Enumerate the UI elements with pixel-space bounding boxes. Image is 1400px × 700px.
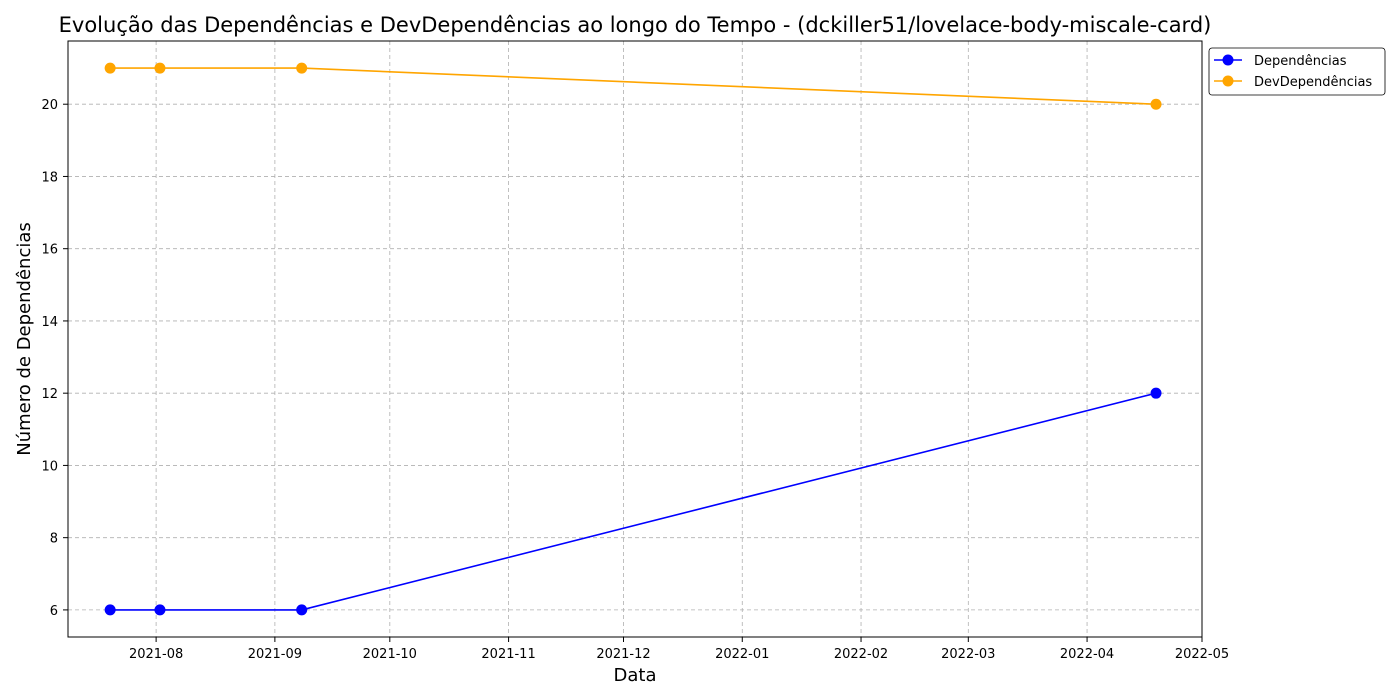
y-axis-label: Número de Dependências: [14, 222, 35, 456]
x-tick-label: 2022-05: [1175, 647, 1229, 662]
x-tick-label: 2021-08: [129, 647, 183, 662]
data-point: [296, 62, 308, 74]
legend: Dependências DevDependências: [1208, 47, 1386, 96]
legend-item: DevDependências: [1214, 75, 1372, 90]
y-tick-label: 16: [41, 243, 58, 258]
chart-title: Evolução das Dependências e DevDependênc…: [59, 13, 1212, 37]
y-tick-label: 12: [41, 387, 58, 402]
data-point: [154, 604, 166, 616]
data-point: [1150, 98, 1162, 110]
legend-label: Dependências: [1254, 54, 1347, 69]
x-tick-label: 2022-04: [1060, 647, 1114, 662]
x-tick-label: 2022-03: [941, 647, 995, 662]
x-tick-label: 2021-11: [481, 647, 535, 662]
data-point: [104, 604, 116, 616]
data-point: [296, 604, 308, 616]
data-point: [104, 62, 116, 74]
x-tick-label: 2022-01: [715, 647, 769, 662]
series-line: [110, 392, 1157, 611]
plot-area-frame: [67, 40, 1203, 638]
y-tick-label: 20: [41, 98, 58, 113]
x-axis-label: Data: [614, 665, 657, 686]
legend-swatch-marker: [1222, 54, 1234, 66]
data-point: [1150, 387, 1162, 399]
series-line: [110, 67, 1157, 106]
legend-frame: [1208, 47, 1386, 96]
x-tick-label: 2021-12: [596, 647, 650, 662]
y-axis: 6 8 10 12 14 16 18 20: [41, 98, 68, 619]
series-group: [104, 62, 1162, 616]
x-axis: 2021-08 2021-09 2021-10 2021-11 2021-12 2022-…: [129, 637, 1229, 662]
y-tick-label: 6: [50, 604, 58, 619]
legend-item: Dependências: [1214, 54, 1347, 69]
x-tick-label: 2021-09: [248, 647, 302, 662]
x-tick-label: 2021-10: [363, 647, 417, 662]
series-1: [104, 387, 1162, 616]
y-tick-label: 8: [50, 532, 58, 547]
legend-label: DevDependências: [1254, 75, 1372, 90]
series-2: [104, 62, 1162, 110]
data-point: [154, 62, 166, 74]
x-tick-label: 2022-02: [834, 647, 888, 662]
legend-swatch-marker: [1222, 75, 1234, 87]
grid: [68, 41, 1203, 637]
y-tick-label: 18: [41, 170, 58, 185]
y-tick-label: 10: [41, 459, 58, 474]
y-tick-label: 14: [41, 315, 58, 330]
